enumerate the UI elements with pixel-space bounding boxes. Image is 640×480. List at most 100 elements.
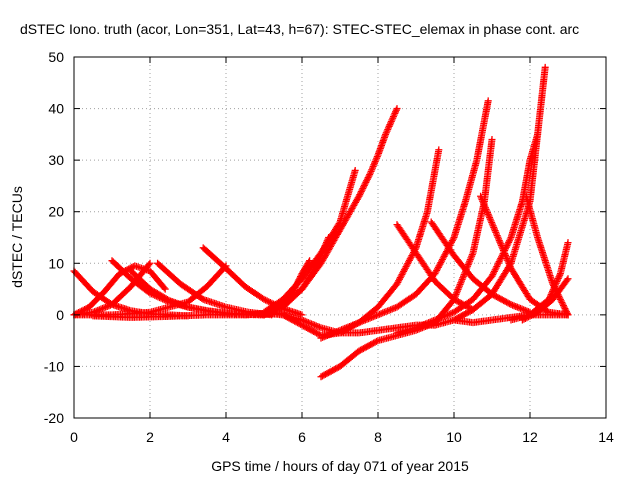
data-point [549,287,557,295]
data-point [371,159,379,167]
data-point [458,275,466,283]
data-point [460,272,467,280]
data-point [399,269,407,277]
data-point [441,251,449,259]
data-point [404,260,412,268]
plot-area-border [73,56,607,419]
data-point [495,235,503,243]
data-point [368,166,376,174]
data-point [367,167,375,175]
data-point [505,238,513,246]
data-point [362,178,370,186]
data-point [358,186,366,194]
data-point [402,263,410,271]
data-point [448,237,456,245]
x-tick-label: 6 [298,429,306,445]
data-point [389,113,397,121]
data-point [488,272,496,280]
data-point [560,303,568,311]
data-point [437,259,445,267]
data-point [526,312,534,320]
data-series [317,97,492,342]
data-point [492,264,500,272]
data-point [438,255,446,263]
data-point [554,274,562,282]
data-point [490,225,498,233]
data-point [145,261,153,269]
data-point [551,281,559,289]
data-point [489,271,497,279]
data-point [387,117,395,125]
data-point [394,278,402,286]
data-point [529,311,537,319]
x-tick-label: 10 [446,429,462,445]
data-point [468,305,476,313]
data-point [365,172,373,180]
data-point [556,271,564,279]
data-point [456,280,464,288]
data-series [260,166,359,316]
data-point [356,191,364,199]
data-point [262,296,270,304]
data-point [392,108,400,116]
y-tick-label: -20 [44,410,64,426]
data-points [70,63,572,381]
data-point [518,316,526,324]
data-point [523,314,531,322]
data-point [390,111,398,119]
data-point [438,257,446,265]
data-point [498,243,506,251]
data-series [260,105,401,319]
data-point [488,218,496,226]
data-point [433,266,441,274]
data-point [497,241,505,249]
data-point [405,258,413,266]
x-tick-label: 12 [522,429,538,445]
data-point [435,262,443,270]
data-point [459,274,467,282]
data-point [502,253,510,261]
data-point [449,235,457,243]
data-series [199,244,306,319]
data-series [427,218,534,316]
data-point [490,267,498,275]
data-point [484,209,492,217]
data-point [433,265,441,273]
data-point [486,215,494,223]
data-point [372,156,380,164]
data-point [488,136,496,144]
data-point [490,269,498,277]
data-point [478,196,486,204]
data-point [369,162,377,170]
data-point [368,164,376,172]
data-point [408,252,416,260]
data-point [487,217,495,225]
data-point [480,200,488,208]
x-tick-label: 14 [598,429,614,445]
data-point [504,256,512,264]
data-point [556,295,564,303]
data-point [392,106,400,114]
data-point [454,285,462,293]
data-point [373,154,381,162]
data-point [400,267,408,275]
data-point [435,146,443,154]
data-point [482,205,490,213]
x-tick-label: 4 [222,429,230,445]
data-point [160,284,168,292]
data-point [406,255,414,263]
data-point [493,232,501,240]
data-point [491,227,499,235]
data-point [564,275,572,283]
data-point [448,238,456,246]
data-point [198,294,206,302]
data-point [541,63,549,71]
data-point [366,169,374,177]
data-point [366,171,374,179]
data-point [387,119,395,127]
data-point [403,261,411,269]
data-point [393,280,401,288]
x-tick-label: 8 [374,429,382,445]
data-point [496,256,504,264]
data-point [492,228,500,236]
